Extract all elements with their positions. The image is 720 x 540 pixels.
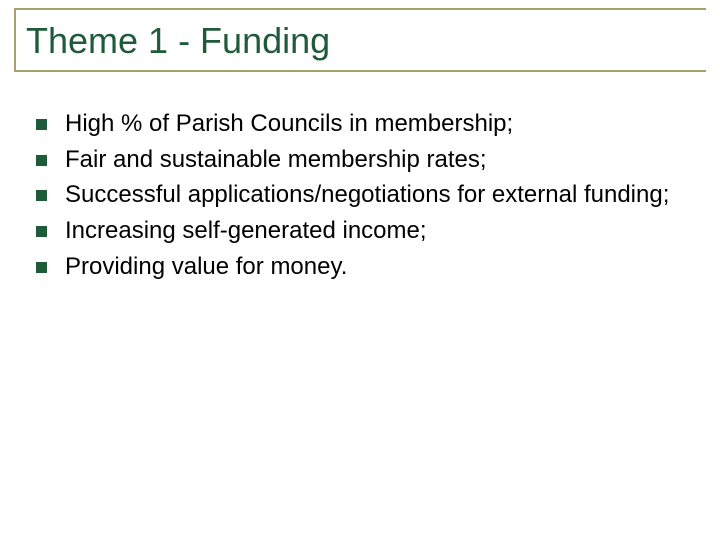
- square-bullet-icon: [36, 190, 47, 201]
- bullet-list: High % of Parish Councils in membership;…: [36, 108, 686, 286]
- list-item: Providing value for money.: [36, 251, 686, 283]
- bullet-text: Successful applications/negotiations for…: [65, 179, 686, 211]
- title-border-bottom: [14, 70, 706, 72]
- bullet-text: Increasing self-generated income;: [65, 215, 686, 247]
- slide-title: Theme 1 - Funding: [26, 20, 330, 62]
- list-item: Increasing self-generated income;: [36, 215, 686, 247]
- square-bullet-icon: [36, 119, 47, 130]
- title-container: Theme 1 - Funding: [14, 8, 706, 72]
- square-bullet-icon: [36, 155, 47, 166]
- list-item: Fair and sustainable membership rates;: [36, 144, 686, 176]
- bullet-text: Fair and sustainable membership rates;: [65, 144, 686, 176]
- square-bullet-icon: [36, 226, 47, 237]
- square-bullet-icon: [36, 262, 47, 273]
- bullet-text: High % of Parish Councils in membership;: [65, 108, 686, 140]
- title-border-left: [14, 8, 16, 72]
- list-item: Successful applications/negotiations for…: [36, 179, 686, 211]
- bullet-text: Providing value for money.: [65, 251, 686, 283]
- list-item: High % of Parish Councils in membership;: [36, 108, 686, 140]
- title-border-top: [14, 8, 706, 10]
